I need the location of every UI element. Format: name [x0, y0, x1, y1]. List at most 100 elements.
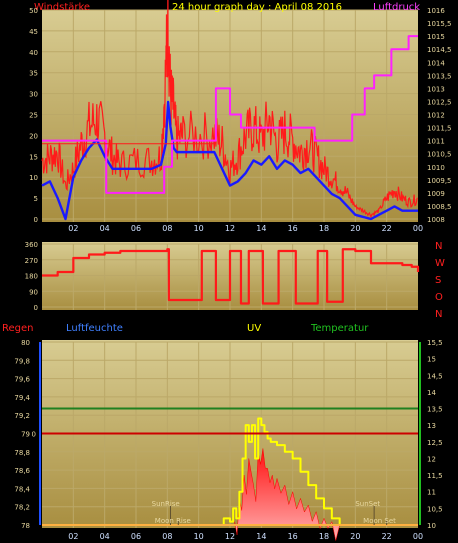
humidity-ytick-1: 78,2 [14, 504, 30, 512]
wind-speed-line [41, 0, 418, 219]
temp-ytick-4: 12 [427, 455, 436, 463]
clim-xtick-3: 08 [162, 532, 172, 541]
clim-xtick-10: 22 [382, 532, 392, 541]
wind-title: Windstärke [34, 2, 90, 13]
pressure-ytick-2: 1009 [427, 190, 445, 198]
dir-ytick-2: 180 [25, 273, 38, 281]
humidity-ytick-9: 79,8 [14, 357, 30, 365]
wind-gust-line [41, 100, 418, 221]
clim-xtick-1: 04 [100, 532, 110, 541]
temp-ytick-11: 15,5 [427, 339, 443, 347]
annotation-0: SunRise [152, 500, 180, 508]
compass-s: S [435, 275, 441, 286]
pressure-title: Luftdruck [373, 2, 420, 13]
dir-ytick-3: 270 [25, 257, 38, 265]
wind-ytick-9: 45 [29, 28, 38, 36]
temp-ytick-2: 11 [427, 489, 436, 497]
wind-xtick-4: 10 [194, 224, 204, 233]
uv-label: UV [247, 323, 261, 334]
wind-xtick-8: 18 [319, 224, 329, 233]
dir-ytick-0: 0 [34, 304, 38, 312]
temp-ytick-5: 12,5 [427, 439, 443, 447]
humidity-ytick-4: 78,8 [14, 449, 30, 457]
wind-xtick-2: 06 [131, 224, 141, 233]
clim-xtick-4: 10 [194, 532, 204, 541]
humidity-ytick-8: 79,6 [14, 376, 30, 384]
temp-ytick-0: 10 [427, 522, 436, 530]
compass-w: W [435, 258, 445, 269]
wind-ytick-10: 50 [29, 7, 38, 15]
clim-xtick-6: 14 [256, 532, 266, 541]
compass-o: O [435, 292, 443, 303]
temperature-label: Temperatur [310, 323, 369, 334]
wind-xtick-9: 20 [350, 224, 360, 233]
wind-xtick-7: 16 [288, 224, 298, 233]
pressure-ytick-16: 1016 [427, 7, 445, 15]
clim-xtick-5: 12 [225, 532, 235, 541]
wind-ytick-6: 30 [29, 91, 38, 99]
pressure-ytick-10: 1013 [427, 85, 445, 93]
pressure-ytick-5: 1010,5 [427, 151, 452, 159]
humidity-ytick-3: 78,6 [14, 467, 30, 475]
humidity-ytick-7: 79,4 [14, 394, 30, 402]
pressure-ytick-3: 1009,5 [427, 177, 452, 185]
annotation-1: Moon Rise [155, 517, 191, 525]
pressure-ytick-9: 1012,5 [427, 98, 452, 106]
rain-label: Regen [2, 323, 34, 334]
graph-title: 24 hour graph day : April 08 2016 [172, 2, 342, 13]
pressure-ytick-6: 1011 [427, 138, 445, 146]
pressure-ytick-11: 1013,5 [427, 72, 452, 80]
clim-xtick-0: 02 [68, 532, 78, 541]
clim-xtick-7: 16 [288, 532, 298, 541]
wind-xtick-10: 22 [382, 224, 392, 233]
pressure-ytick-8: 1012 [427, 112, 445, 120]
wind-ytick-2: 10 [29, 174, 38, 182]
compass-n2: N [435, 309, 442, 320]
axis-layer: 0510152025303540455010081008,510091009,5… [14, 7, 451, 541]
temp-ytick-6: 13 [427, 422, 436, 430]
pressure-ytick-7: 1011,5 [427, 125, 452, 133]
pressure-ytick-4: 1010 [427, 164, 445, 172]
dir-ytick-4: 360 [25, 241, 38, 249]
temp-ytick-1: 10,5 [427, 505, 443, 513]
dir-ytick-1: 90 [29, 288, 38, 296]
wind-ytick-3: 15 [29, 153, 38, 161]
humidity-label: Luftfeuchte [66, 323, 123, 334]
wind-ytick-4: 20 [29, 132, 38, 140]
wind-ytick-7: 35 [29, 70, 38, 78]
annotation-3: Moon Set [363, 517, 396, 525]
temp-ytick-3: 11,5 [427, 472, 443, 480]
temp-ytick-7: 13,5 [427, 406, 443, 414]
annotation-2: SunSet [355, 500, 380, 508]
clim-xtick-2: 06 [131, 532, 141, 541]
wind-xtick-11: 00 [413, 224, 423, 233]
pressure-ytick-15: 1015,5 [427, 20, 452, 28]
rain-ytick-0: 0 [32, 431, 36, 439]
wind-xtick-5: 12 [225, 224, 235, 233]
wind-xtick-1: 04 [100, 224, 110, 233]
clim-xtick-8: 18 [319, 532, 329, 541]
pressure-line [42, 35, 418, 194]
uv-line [42, 417, 418, 526]
pressure-ytick-13: 1014,5 [427, 46, 452, 54]
wind-ytick-1: 5 [34, 195, 38, 203]
humidity-ytick-2: 78,4 [14, 485, 30, 493]
pressure-ytick-14: 1015 [427, 33, 445, 41]
humidity-ytick-6: 79,2 [14, 412, 30, 420]
humidity-ytick-5: 79 [21, 431, 30, 439]
wind-ytick-0: 0 [34, 216, 38, 224]
clim-xtick-9: 20 [350, 532, 360, 541]
plot-layer [41, 0, 420, 541]
wind-xtick-6: 14 [256, 224, 266, 233]
humidity-ytick-0: 78 [21, 522, 30, 530]
temp-ytick-9: 14,5 [427, 372, 443, 380]
wind-direction-line [42, 248, 420, 305]
uv-area [234, 448, 340, 541]
wind-ytick-5: 25 [29, 112, 38, 120]
compass-n: N [435, 241, 442, 252]
pressure-ytick-1: 1008,5 [427, 203, 452, 211]
pressure-ytick-0: 1008 [427, 216, 445, 224]
wind-xtick-0: 02 [68, 224, 78, 233]
